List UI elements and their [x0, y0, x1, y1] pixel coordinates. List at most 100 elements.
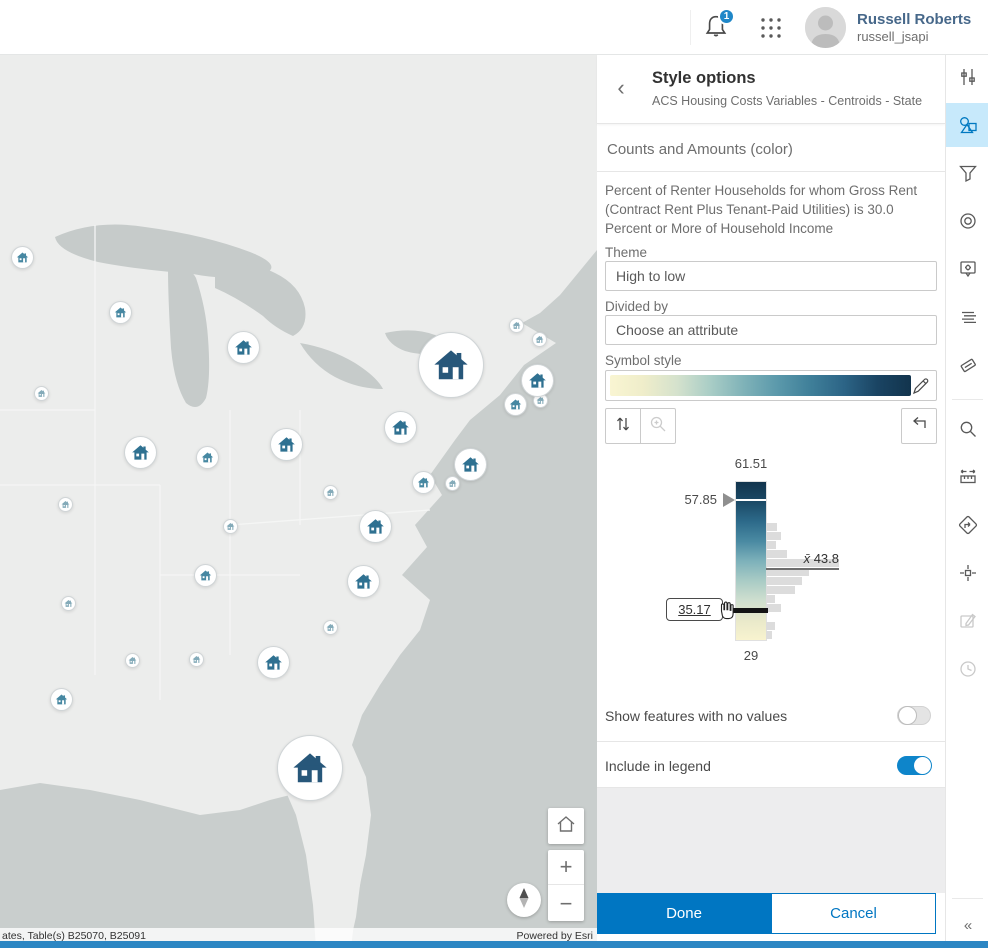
histogram-max-label: 61.51: [734, 456, 768, 471]
map-marker-house[interactable]: [277, 735, 343, 801]
edit-ramp-button[interactable]: [910, 375, 932, 397]
compass-button[interactable]: [507, 883, 541, 917]
directions-icon: [958, 515, 977, 535]
map-marker-house[interactable]: [256, 645, 290, 679]
sidebar-divider: [952, 898, 983, 899]
map-marker-house[interactable]: [60, 595, 76, 611]
sidebar-item-effects[interactable]: [946, 199, 988, 243]
map-marker-house[interactable]: [57, 496, 73, 512]
map-marker-house[interactable]: [108, 300, 132, 324]
sidebar-item-edit: [946, 599, 988, 643]
histogram-bar: [766, 568, 809, 576]
map-canvas[interactable]: + − ates, Table(s) B25070, B25091 Powere…: [0, 55, 597, 948]
sidebar-item-fields[interactable]: [946, 295, 988, 339]
divided-by-value: Choose an attribute: [616, 322, 739, 338]
zoom-histogram-button[interactable]: [640, 408, 676, 444]
map-marker-house[interactable]: [193, 563, 217, 587]
user-menu[interactable]: Russell Roberts russell_jsapi: [805, 6, 980, 50]
divided-by-select[interactable]: Choose an attribute: [605, 315, 937, 345]
lower-break-input[interactable]: [666, 598, 723, 621]
cancel-button[interactable]: Cancel: [771, 893, 936, 934]
map-marker-house[interactable]: [222, 518, 238, 534]
panel-header: ‹ Style options ACS Housing Costs Variab…: [597, 55, 945, 124]
home-button[interactable]: [548, 808, 584, 844]
zoom-in-button[interactable]: +: [548, 850, 584, 885]
done-button[interactable]: Done: [597, 893, 771, 934]
mean-line: [766, 568, 839, 571]
fields-icon: [961, 311, 976, 324]
app-launcher-button[interactable]: [758, 15, 784, 41]
map-marker-house[interactable]: [383, 410, 417, 444]
map-marker-house[interactable]: [33, 385, 49, 401]
upper-handle[interactable]: [723, 492, 735, 507]
sidebar-item-styles[interactable]: [946, 103, 988, 147]
map-marker-house[interactable]: [195, 445, 219, 469]
attribution-sources: ates, Table(s) B25070, B25091: [2, 930, 146, 942]
map-marker-house[interactable]: [453, 447, 487, 481]
histogram-bar: [766, 604, 781, 612]
map-marker-house[interactable]: [531, 331, 547, 347]
topbar-divider: [690, 10, 691, 45]
collapse-panel-button[interactable]: «: [946, 905, 988, 945]
edit-icon: [959, 613, 976, 628]
lower-handle-line[interactable]: [725, 608, 768, 613]
symbol-style-label: Symbol style: [605, 353, 682, 368]
plus-icon: +: [559, 854, 573, 879]
theme-label: Theme: [605, 245, 648, 260]
map-marker-house[interactable]: [503, 392, 527, 416]
map-marker-house[interactable]: [10, 245, 34, 269]
back-button[interactable]: ‹: [609, 77, 633, 101]
sidebar-divider: [952, 399, 983, 400]
sidebar-item-measure[interactable]: [946, 455, 988, 499]
map-marker-house[interactable]: [188, 651, 204, 667]
theme-value: High to low: [616, 268, 686, 284]
basemap: [0, 55, 597, 948]
filter-icon: [958, 165, 977, 183]
map-marker-house[interactable]: [411, 470, 435, 494]
bell-icon: [702, 15, 730, 44]
sidebar-item-search[interactable]: [946, 407, 988, 451]
zoom-out-button[interactable]: −: [548, 886, 584, 921]
effects-icon: [959, 213, 976, 229]
map-marker-house[interactable]: [226, 330, 260, 364]
map-marker-house[interactable]: [346, 564, 380, 598]
sidebar-item-map-tools[interactable]: [946, 551, 988, 595]
mean-symbol: x̄: [803, 551, 811, 567]
map-marker-house[interactable]: [123, 435, 157, 469]
divided-by-label: Divided by: [605, 299, 669, 314]
histogram-bar: [766, 532, 781, 540]
include-legend-toggle[interactable]: [897, 756, 932, 775]
sidebar-item-properties[interactable]: [946, 55, 988, 99]
map-marker-house[interactable]: [444, 475, 460, 491]
histogram-bar: [766, 550, 787, 558]
theme-select[interactable]: High to low: [605, 261, 937, 291]
map-marker-house[interactable]: [124, 652, 140, 668]
user-name: Russell Roberts: [857, 11, 972, 28]
revert-button[interactable]: [901, 408, 937, 444]
sidebar-item-popups[interactable]: [946, 247, 988, 291]
compass-needle-icon: [512, 886, 536, 915]
map-marker-house[interactable]: [418, 332, 484, 398]
map-marker-house[interactable]: [322, 619, 338, 635]
map-marker-house[interactable]: [269, 427, 303, 461]
sidebar-item-directions[interactable]: [946, 503, 988, 547]
histogram-bar: [766, 577, 802, 585]
minus-icon: −: [559, 890, 573, 916]
map-marker-house[interactable]: [49, 687, 73, 711]
sliders-icon: [960, 69, 975, 85]
show-no-values-toggle[interactable]: [897, 706, 931, 725]
popup-icon: [959, 261, 976, 278]
map-marker-house[interactable]: [520, 363, 554, 397]
map-marker-house[interactable]: [508, 317, 524, 333]
sidebar-item-labels[interactable]: [946, 343, 988, 387]
sidebar-item-filter[interactable]: [946, 151, 988, 195]
undo-arrow-icon: [909, 414, 929, 439]
flip-ramp-button[interactable]: [605, 408, 641, 444]
map-marker-house[interactable]: [358, 509, 392, 543]
histogram-bar: [766, 559, 839, 567]
histogram-min-label: 29: [743, 648, 759, 663]
style-section-header[interactable]: Counts and Amounts (color): [597, 125, 945, 172]
map-marker-house[interactable]: [322, 484, 338, 500]
attribute-description: Percent of Renter Households for whom Gr…: [605, 183, 918, 236]
notifications-button[interactable]: 1: [702, 8, 735, 44]
